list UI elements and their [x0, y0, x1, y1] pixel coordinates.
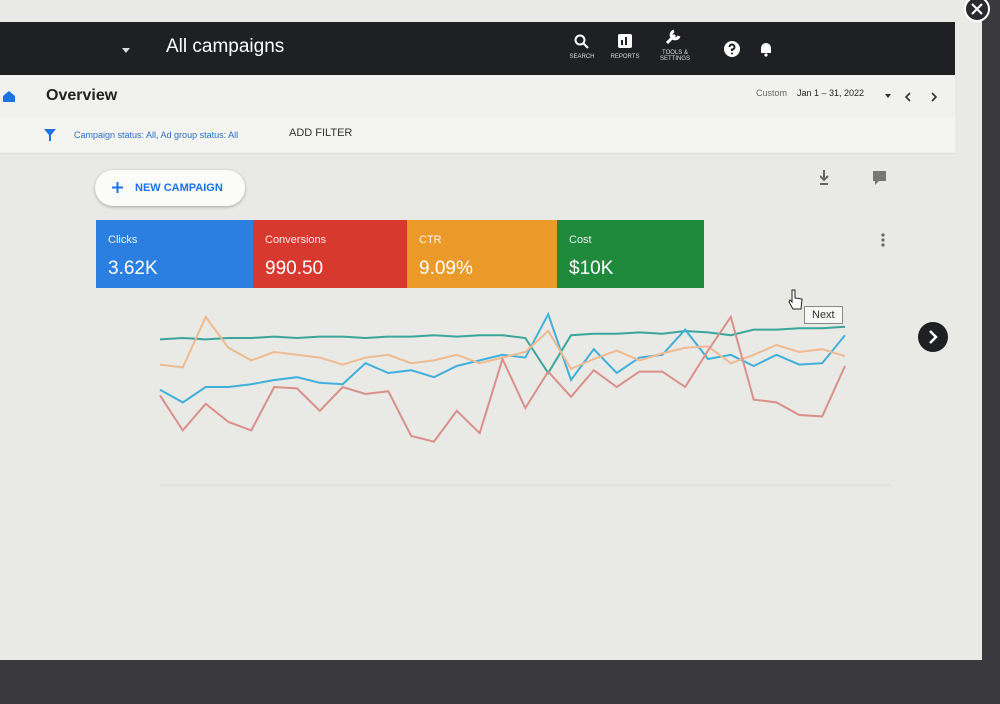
add-filter[interactable]: ADD FILTER — [289, 127, 353, 139]
page-title: Overview — [46, 87, 118, 104]
home-icon[interactable] — [3, 91, 15, 102]
dropdown-icon[interactable] — [122, 48, 130, 54]
metric-card[interactable]: Cost $10K — [557, 220, 704, 288]
metric-name[interactable]: CTR — [419, 234, 442, 246]
nav-label[interactable]: SEARCH — [569, 54, 595, 60]
toolbar-icons[interactable] — [820, 170, 890, 188]
new-campaign-button[interactable]: NEW CAMPAIGN — [95, 170, 245, 206]
filter-icon[interactable] — [44, 129, 56, 141]
metric-name[interactable]: Conversions — [265, 234, 327, 246]
metric-value: 9.09% — [419, 258, 473, 279]
trend-line — [159, 311, 846, 404]
date-range[interactable]: Jan 1 – 31, 2022 — [797, 88, 865, 98]
line-chart — [159, 311, 890, 486]
notifications-icon[interactable] — [759, 41, 773, 57]
header-title: All campaigns — [166, 36, 285, 57]
search-icon[interactable] — [574, 34, 590, 50]
overview-bar: Overview Custom Jan 1 – 31, 2022 — [0, 75, 955, 118]
cursor-icon — [788, 289, 803, 310]
nav-label[interactable]: TOOLS & SETTINGS — [659, 50, 690, 62]
filter-text[interactable]: Campaign status: All, Ad group status: A… — [74, 130, 239, 140]
metric-value: 3.62K — [108, 258, 158, 279]
date-controls[interactable] — [885, 92, 945, 102]
metric-card[interactable]: Conversions 990.50 — [253, 220, 407, 288]
filter-bar: Campaign status: All, Ad group status: A… — [0, 117, 955, 154]
close-button[interactable] — [960, 0, 994, 22]
metric-name[interactable]: Cost — [569, 234, 592, 246]
metric-value: 990.50 — [265, 258, 324, 279]
trend-line — [159, 325, 846, 375]
metric-value: $10K — [569, 258, 614, 279]
metric-name[interactable]: Clicks — [108, 234, 138, 246]
tools-icon[interactable] — [664, 28, 682, 46]
tooltip: Next — [804, 306, 843, 324]
next-button[interactable] — [917, 321, 949, 353]
date-label: Custom — [756, 88, 788, 98]
reports-icon[interactable] — [618, 34, 632, 48]
metric-card[interactable]: CTR 9.09% — [407, 220, 557, 288]
button-label: NEW CAMPAIGN — [135, 182, 223, 194]
plus-icon — [112, 182, 123, 193]
top-bar: All campaigns SEARCH REPORTS TOOLS & SET… — [0, 22, 955, 75]
nav-label[interactable]: REPORTS — [610, 54, 640, 60]
more-menu[interactable] — [880, 232, 886, 248]
help-icon[interactable] — [724, 41, 740, 57]
trend-line — [159, 314, 846, 443]
metric-card[interactable]: Clicks 3.62K — [96, 220, 253, 288]
